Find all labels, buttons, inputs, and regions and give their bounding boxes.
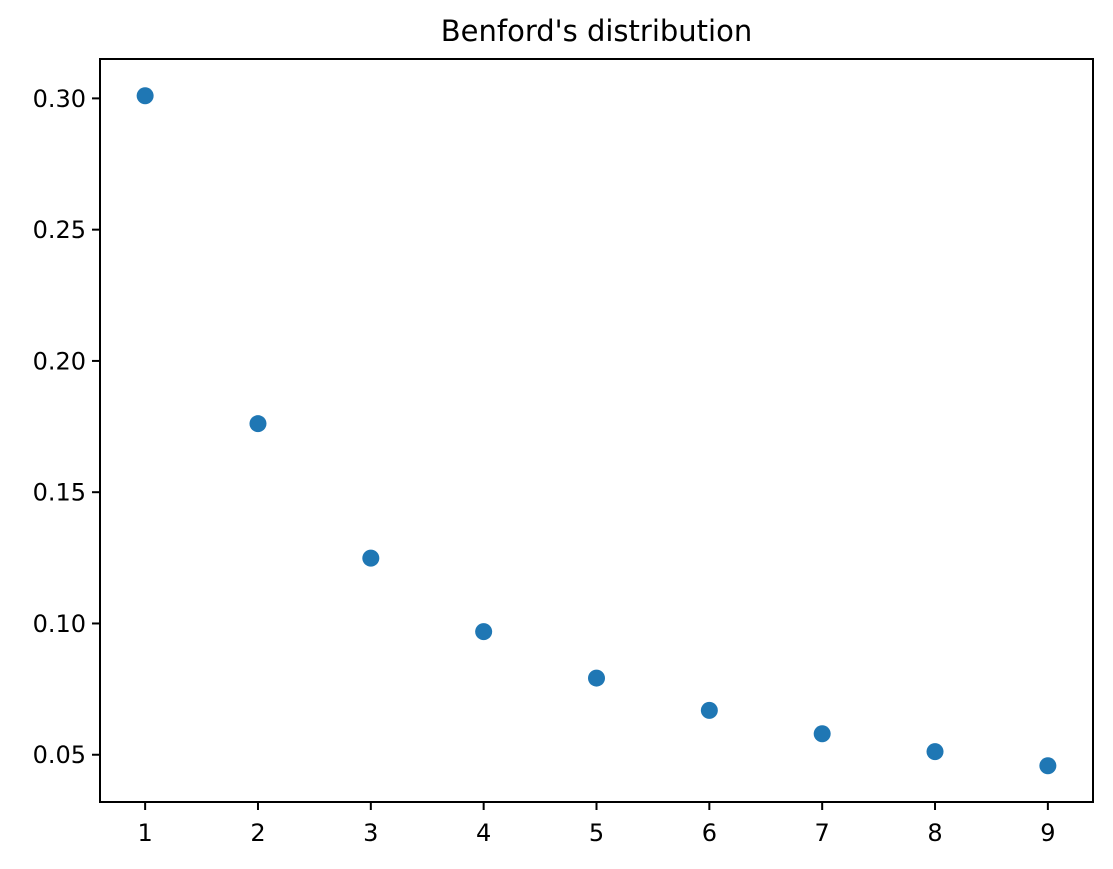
data-point — [362, 549, 380, 567]
data-point — [813, 725, 831, 743]
y-tick-label: 0.15 — [33, 479, 86, 507]
x-tick-label: 9 — [1040, 819, 1055, 847]
data-point — [475, 623, 493, 641]
y-tick-label: 0.30 — [33, 85, 86, 113]
x-tick-label: 7 — [815, 819, 830, 847]
data-point — [1039, 757, 1057, 775]
y-tick-label: 0.25 — [33, 216, 86, 244]
plot-frame — [99, 58, 1094, 803]
y-tick-label: 0.05 — [33, 741, 86, 769]
data-point — [136, 87, 154, 105]
data-point — [249, 415, 267, 433]
x-tick-label: 2 — [250, 819, 265, 847]
data-point — [588, 669, 605, 687]
chart-title: Benford's distribution — [440, 14, 753, 48]
data-point — [700, 701, 718, 719]
y-tick-label: 0.20 — [33, 347, 86, 375]
x-tick-label: 6 — [702, 819, 717, 847]
x-tick-label: 3 — [363, 819, 378, 847]
y-tick-label: 0.10 — [33, 610, 86, 638]
data-point — [926, 743, 944, 761]
x-tick-label: 1 — [137, 819, 152, 847]
x-tick-label: 4 — [476, 819, 491, 847]
x-tick-label: 8 — [927, 819, 942, 847]
x-tick-label: 5 — [589, 819, 604, 847]
